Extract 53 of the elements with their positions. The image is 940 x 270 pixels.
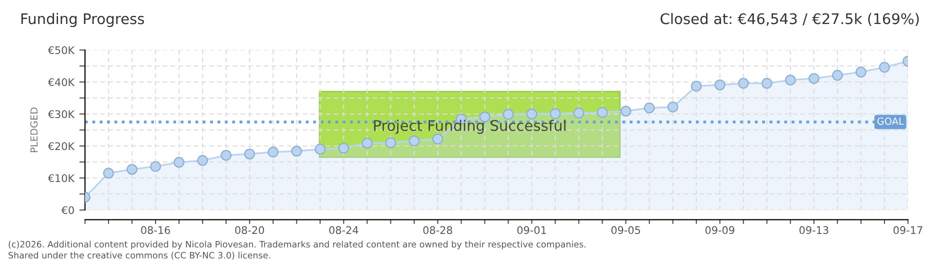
x-tick-label: 09-05 bbox=[611, 226, 640, 234]
point bbox=[314, 144, 326, 155]
x-tick-label: 08-28 bbox=[423, 226, 452, 234]
point bbox=[620, 106, 632, 117]
y-tick-label: €40K bbox=[48, 78, 75, 86]
chart-subtitle: Closed at: €46,543 / €27.5k (169%) bbox=[660, 12, 919, 26]
text: (c)2026. Additional content provided by Nicola Piovesan. Trademarks and related content are owned by their respective companies. bbox=[8, 240, 586, 250]
x-tick-label: 08-20 bbox=[235, 226, 264, 234]
text: Shared under the creative commons (CC BY-NC 3.0) license. bbox=[8, 252, 270, 260]
point bbox=[573, 108, 584, 118]
y-tick-label: €20K bbox=[48, 142, 75, 150]
point bbox=[667, 102, 678, 112]
point bbox=[502, 108, 514, 120]
point bbox=[596, 106, 608, 118]
point bbox=[832, 70, 843, 81]
point bbox=[220, 150, 232, 161]
x-tick-label: 09-09 bbox=[705, 226, 734, 234]
x-tick-label: 09-17 bbox=[894, 226, 922, 234]
point bbox=[174, 156, 184, 168]
point bbox=[338, 142, 350, 154]
point bbox=[690, 80, 702, 92]
point bbox=[408, 135, 420, 146]
point bbox=[385, 137, 396, 148]
point bbox=[879, 62, 890, 73]
point bbox=[244, 148, 256, 160]
point bbox=[785, 74, 796, 86]
point bbox=[432, 134, 444, 144]
x-tick-label: 09-01 bbox=[517, 226, 546, 234]
y-tick-label: €30K bbox=[48, 110, 75, 118]
y-tick-label: €50K bbox=[48, 46, 75, 54]
point bbox=[856, 66, 866, 78]
point bbox=[126, 164, 138, 175]
y-axis-title: PLEDGED bbox=[30, 108, 38, 152]
y-tick-label: €0 bbox=[61, 206, 74, 214]
point bbox=[526, 108, 538, 120]
point bbox=[150, 161, 161, 172]
chart-title: Funding Progress bbox=[21, 12, 144, 28]
point bbox=[762, 78, 772, 89]
ref-line-label: GOAL bbox=[877, 117, 904, 125]
y-tick-label: €10K bbox=[48, 174, 75, 182]
x-tick-label: 09-13 bbox=[799, 226, 828, 234]
point bbox=[197, 154, 208, 166]
point bbox=[362, 138, 373, 149]
point bbox=[103, 168, 114, 179]
point bbox=[268, 146, 279, 158]
point bbox=[714, 79, 726, 90]
point bbox=[291, 146, 302, 157]
x-tick-label: 08-16 bbox=[141, 226, 170, 234]
point bbox=[808, 73, 820, 84]
point bbox=[738, 78, 749, 89]
point bbox=[550, 108, 561, 120]
point bbox=[644, 102, 655, 114]
x-tick-label: 08-24 bbox=[329, 226, 358, 234]
